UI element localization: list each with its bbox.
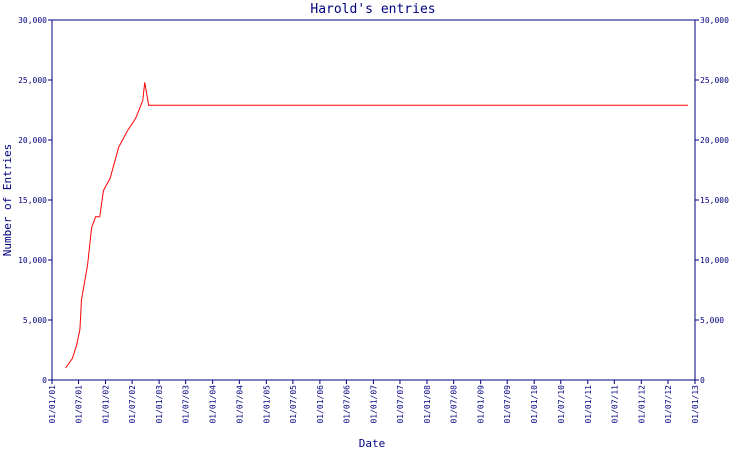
x-tick-label: 01/07/08 — [450, 385, 459, 424]
y-tick-label: 15,000 — [18, 196, 47, 205]
x-tick-label: 01/07/04 — [235, 385, 244, 424]
y-tick-label-right: 5,000 — [700, 316, 724, 325]
x-tick-label: 01/07/12 — [664, 385, 673, 424]
x-tick-label: 01/01/05 — [262, 385, 271, 424]
y-axis-label: Number of Entries — [1, 144, 14, 257]
y-tick-label-right: 30,000 — [700, 16, 729, 25]
y-tick-label-right: 15,000 — [700, 196, 729, 205]
x-tick-label: 01/07/09 — [503, 385, 512, 424]
x-tick-label: 01/07/03 — [182, 385, 191, 424]
x-tick-label: 01/01/03 — [155, 385, 164, 424]
x-tick-label: 01/01/02 — [102, 385, 111, 424]
y-tick-label-right: 25,000 — [700, 76, 729, 85]
y-tick-label: 20,000 — [18, 136, 47, 145]
x-tick-label: 01/07/10 — [557, 385, 566, 424]
y-tick-label-right: 10,000 — [700, 256, 729, 265]
x-tick-label: 01/01/06 — [316, 385, 325, 424]
y-tick-label-right: 0 — [700, 376, 705, 385]
y-tick-label: 10,000 — [18, 256, 47, 265]
x-tick-label: 01/01/04 — [209, 385, 218, 424]
x-tick-label: 01/01/13 — [691, 385, 700, 424]
x-tick-label: 01/07/05 — [289, 385, 298, 424]
x-tick-label: 01/01/09 — [477, 385, 486, 424]
x-tick-label: 01/01/11 — [584, 385, 593, 424]
x-tick-label: 01/07/07 — [396, 385, 405, 424]
x-tick-label: 01/01/12 — [637, 385, 646, 424]
chart-title: Harold's entries — [310, 2, 435, 17]
x-tick-label: 01/01/01 — [48, 385, 57, 424]
y-tick-label: 5,000 — [23, 316, 47, 325]
x-tick-label: 01/07/02 — [128, 385, 137, 424]
x-tick-label: 01/07/11 — [610, 385, 619, 424]
y-tick-label: 25,000 — [18, 76, 47, 85]
x-tick-label: 01/07/06 — [342, 385, 351, 424]
plot-frame — [51, 19, 696, 381]
x-tick-label: 01/01/10 — [530, 385, 539, 424]
y-tick-label: 0 — [42, 376, 47, 385]
y-tick-label-right: 20,000 — [700, 136, 729, 145]
x-tick-label: 01/01/08 — [423, 385, 432, 424]
y-tick-label: 30,000 — [18, 16, 47, 25]
x-axis-label: Date — [359, 437, 386, 450]
data-line — [65, 82, 689, 369]
x-tick-label: 01/01/07 — [369, 385, 378, 424]
x-tick-label: 01/07/01 — [75, 385, 84, 424]
